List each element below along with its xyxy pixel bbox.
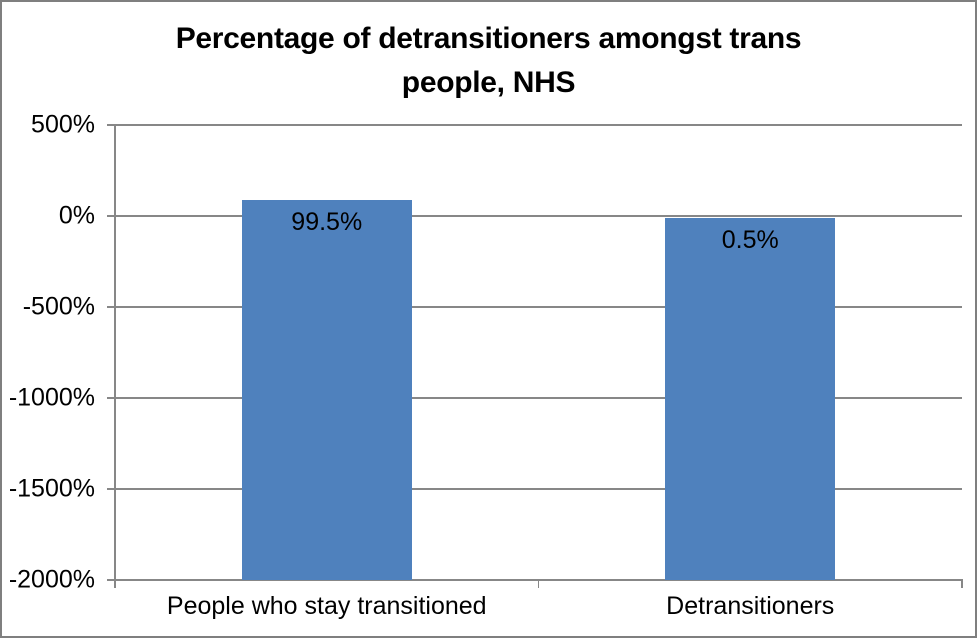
x-axis-tick-mark: [537, 580, 540, 588]
chart-title: Percentage of detransitioners amongst tr…: [0, 17, 977, 105]
gridline: [115, 397, 962, 399]
y-axis-tick-mark: [107, 215, 115, 217]
gridline: [115, 215, 962, 217]
y-axis-tick-label: 500%: [31, 110, 95, 139]
y-axis-tick-mark: [107, 306, 115, 308]
gridline: [115, 306, 962, 308]
gridline: [115, 488, 962, 490]
gridline: [115, 124, 962, 126]
y-axis-tick-label: -1500%: [8, 474, 95, 503]
y-axis-tick-mark: [107, 488, 115, 490]
y-axis-line: [114, 125, 116, 580]
x-axis-tick-mark: [114, 580, 116, 588]
y-axis-tick-label: 0%: [58, 201, 95, 230]
y-axis-tick-mark: [107, 397, 115, 399]
x-axis-tick-mark: [961, 580, 963, 588]
x-axis-category-label: Detransitioners: [666, 592, 835, 620]
bar-detransitioners: [665, 217, 836, 580]
y-axis-tick-label: -500%: [22, 292, 95, 321]
y-axis-tick-label: -1000%: [8, 383, 95, 412]
y-axis-tick-mark: [107, 124, 115, 126]
data-label-detransitioners: 0.5%: [721, 225, 779, 254]
y-axis-tick-label: -2000%: [8, 565, 95, 594]
y-axis-tick-mark: [107, 579, 115, 581]
data-label-people-who-stay-transitioned: 99.5%: [291, 207, 363, 236]
x-axis-category-label: People who stay transitioned: [166, 592, 487, 620]
bar-people-who-stay-transitioned: [241, 199, 412, 580]
chart-title-line-2: people, NHS: [401, 66, 576, 99]
chart-title-line-1: Percentage of detransitioners amongst tr…: [175, 22, 802, 55]
